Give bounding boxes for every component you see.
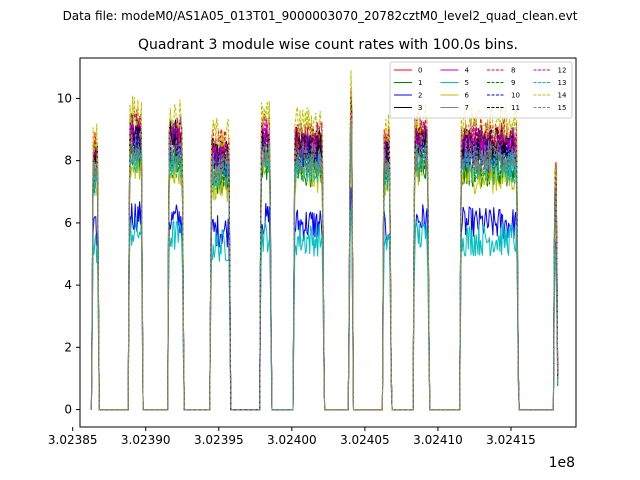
legend-label-9: 9 [511,79,515,87]
x-tick-label: 3.02410 [413,433,463,447]
y-tick-label: 0 [64,403,72,417]
y-tick-label: 2 [64,340,72,354]
legend-label-14: 14 [558,92,567,100]
x-tick-label: 3.02415 [486,433,536,447]
y-tick-label: 8 [64,154,72,168]
legend-label-1: 1 [418,79,422,87]
plot-frame [79,57,577,428]
legend-box [389,61,573,119]
legend-label-6: 6 [465,92,470,100]
y-tick-label: 6 [64,216,72,230]
x-tick-label: 3.02400 [267,433,317,447]
chart-title: Quadrant 3 module wise count rates with … [138,37,518,53]
y-tick-label: 10 [57,91,72,105]
series-line-8 [90,88,559,411]
x-tick-label: 3.02390 [121,433,171,447]
legend-label-12: 12 [558,67,567,75]
legend-label-2: 2 [418,92,422,100]
x-tick-label: 3.02405 [340,433,390,447]
y-axis: 0 2 4 6 8 10 [57,91,80,417]
legend-label-7: 7 [465,104,469,112]
legend-label-8: 8 [511,67,515,75]
x-tick-label: 3.02385 [48,433,98,447]
figure-suptitle: Data file: modeM0/AS1A05_013T01_90000030… [63,9,578,23]
y-tick-label: 4 [64,278,72,292]
legend-label-0: 0 [418,67,422,75]
legend-label-4: 4 [465,67,470,75]
legend-label-10: 10 [511,92,520,100]
legend-label-5: 5 [465,79,469,87]
legend-label-15: 15 [558,104,567,112]
series-line-15 [90,119,559,411]
x-offset-label: 1e8 [549,455,575,471]
x-tick-label: 3.02395 [194,433,244,447]
x-axis: 3.02385 3.02390 3.02395 3.02400 3.02405 3.024… [48,427,536,447]
legend-label-11: 11 [511,104,520,112]
legend-label-13: 13 [558,79,567,87]
legend-label-3: 3 [418,104,422,112]
